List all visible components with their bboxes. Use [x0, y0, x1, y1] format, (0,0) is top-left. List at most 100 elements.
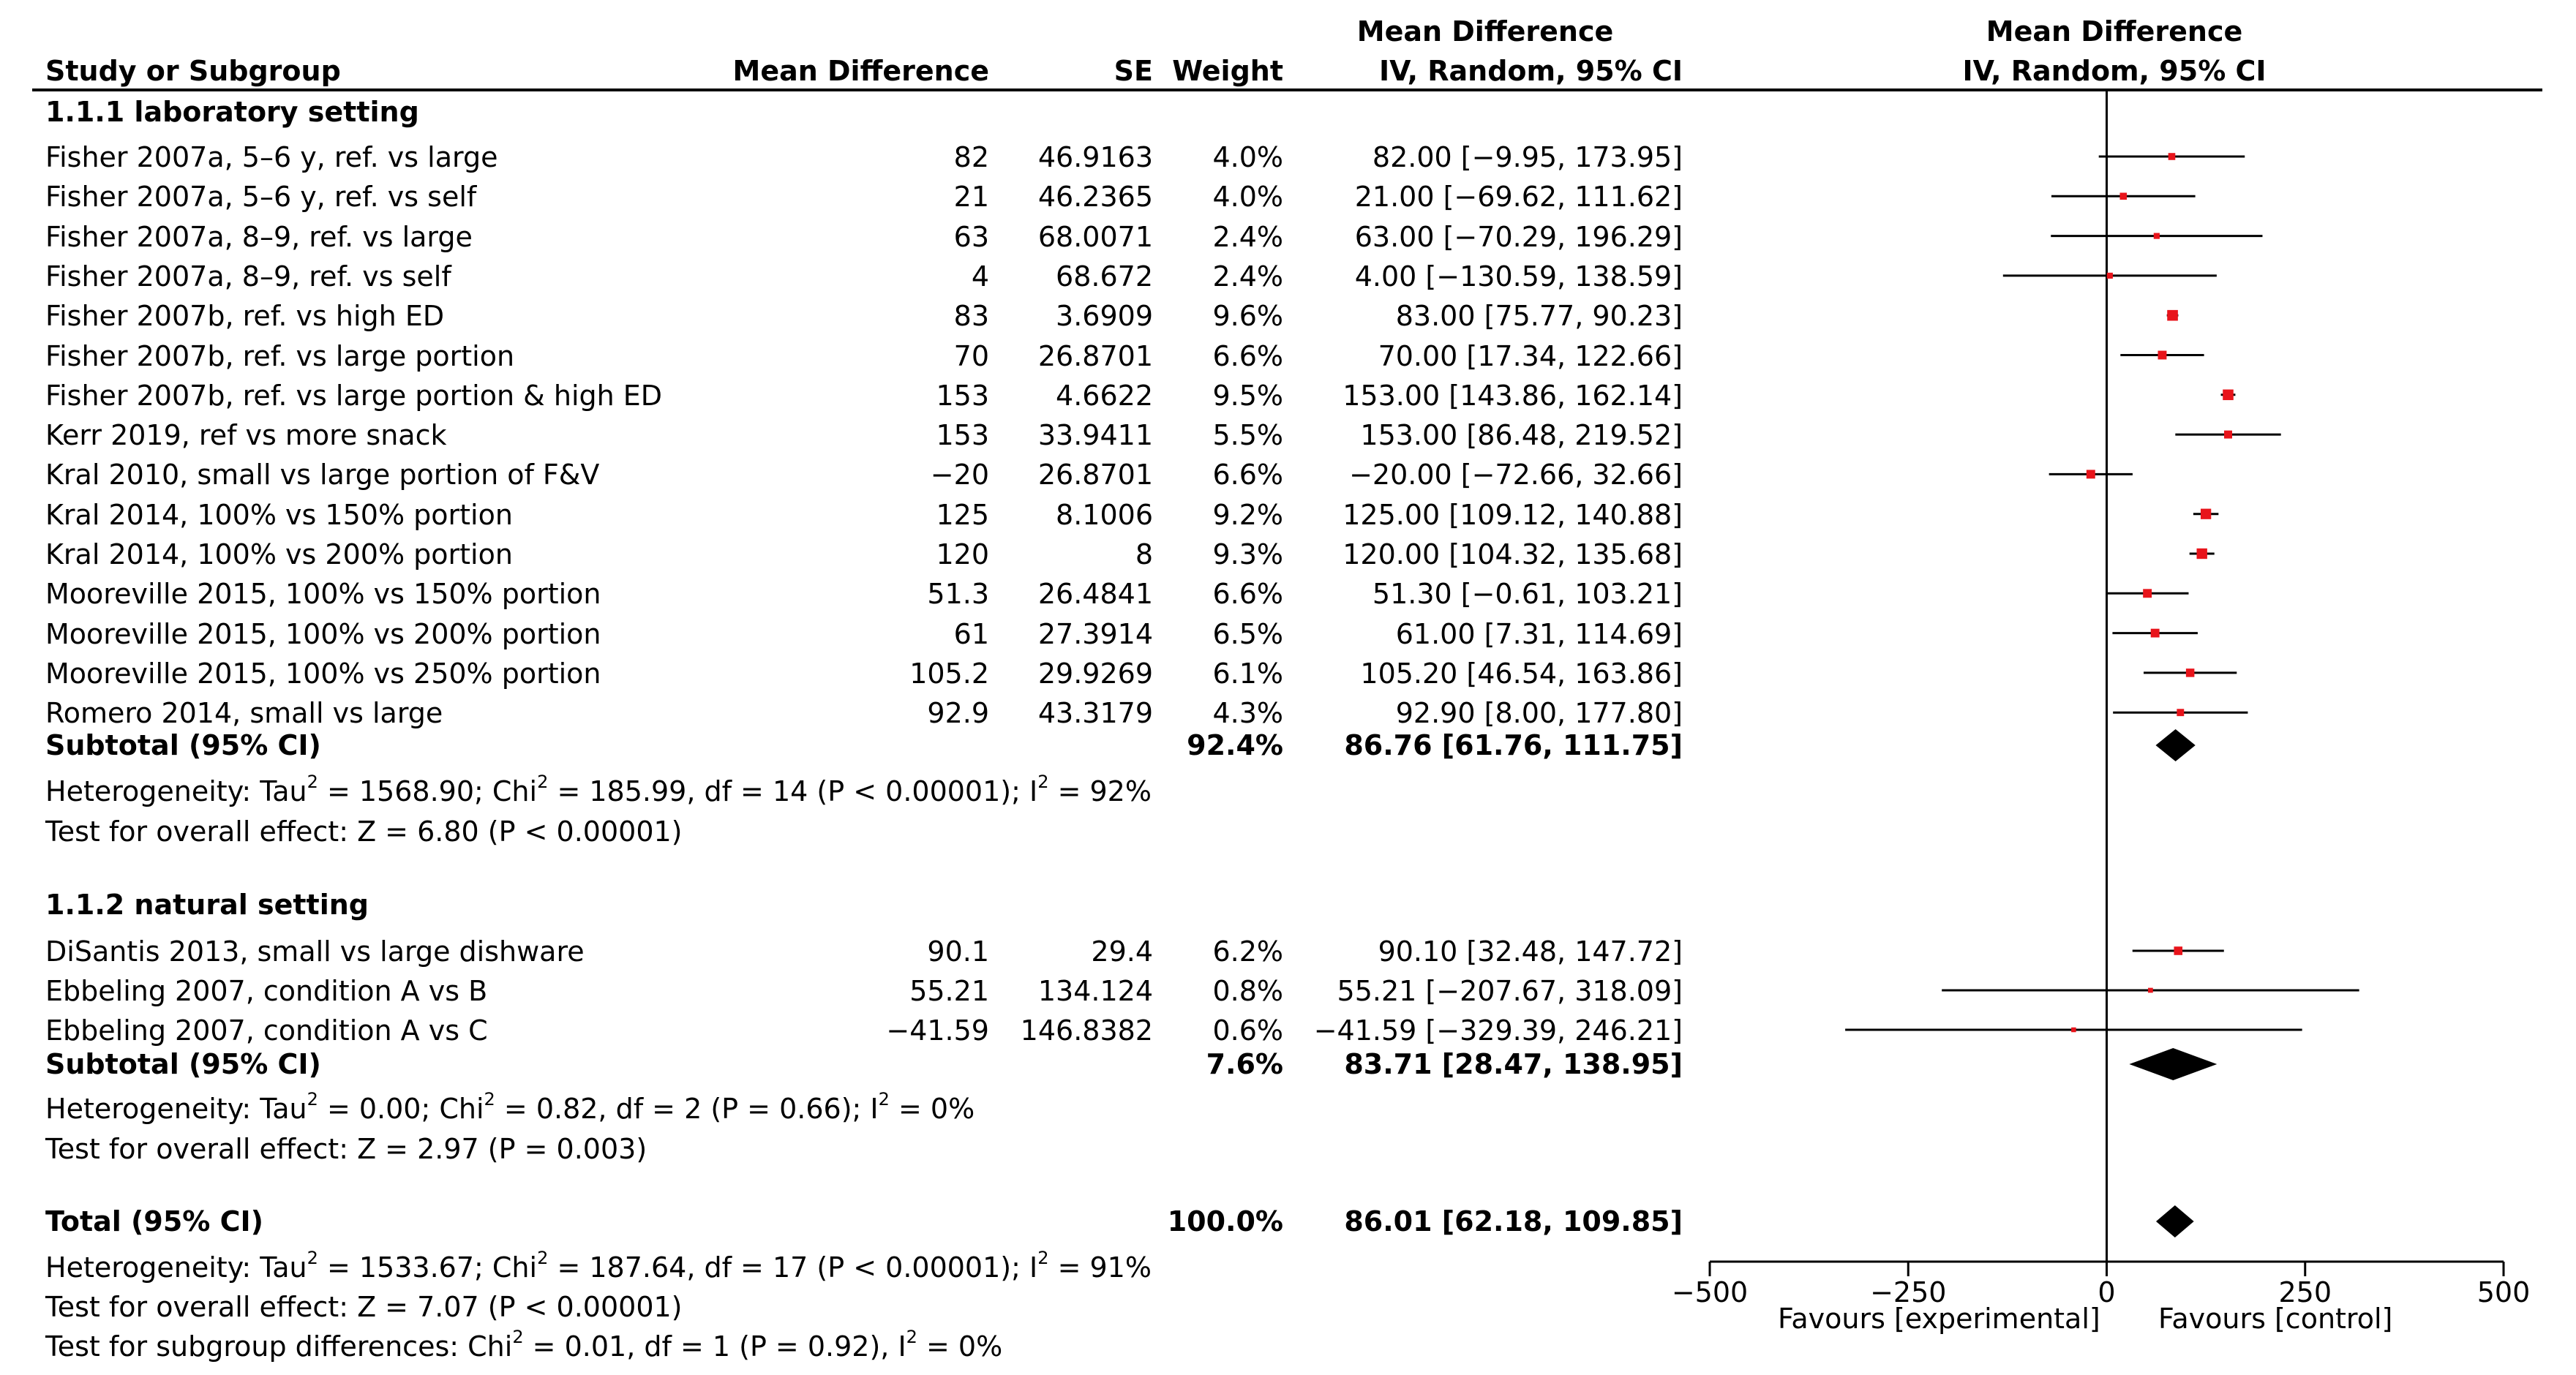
subtotal-weight: 7.6%: [1206, 1048, 1283, 1080]
study-ci: 120.00 [104.32, 135.68]: [1343, 538, 1683, 570]
study-ci: 21.00 [−69.62, 111.62]: [1354, 181, 1683, 214]
point-estimate: [2185, 668, 2195, 677]
study-weight: 5.5%: [1212, 419, 1283, 452]
study-weight: 9.2%: [1212, 498, 1283, 531]
study-se: 68.0071: [1037, 220, 1153, 253]
study-ci: 61.00 [7.31, 114.69]: [1395, 617, 1683, 650]
study-mean-difference: 153: [936, 379, 989, 412]
study-mean-difference: 21: [953, 181, 989, 214]
study-se: 4.6622: [1056, 379, 1153, 412]
study-name: Fisher 2007b, ref. vs large portion & hi…: [45, 379, 663, 412]
study-se: 29.4: [1091, 935, 1153, 968]
study-weight: 6.2%: [1212, 935, 1283, 968]
heterogeneity-text: Heterogeneity: Tau2 = 1568.90; Chi2 = 18…: [45, 772, 1152, 807]
subgroup-differences-text: Test for subgroup differences: Chi2 = 0.…: [45, 1327, 1003, 1363]
point-estimate: [2071, 1027, 2076, 1033]
total-overall-effect-text: Test for overall effect: Z = 7.07 (P < 0…: [45, 1291, 683, 1323]
study-weight: 6.5%: [1212, 617, 1283, 650]
study-weight: 4.3%: [1212, 697, 1283, 730]
subtotal-label: Subtotal (95% CI): [45, 729, 321, 761]
x-tick-label: 250: [2278, 1276, 2332, 1308]
study-ci: 4.00 [−130.59, 138.59]: [1354, 260, 1683, 293]
study-weight: 6.1%: [1212, 657, 1283, 690]
study-ci: 51.30 [−0.61, 103.21]: [1372, 578, 1683, 611]
study-mean-difference: 90.1: [927, 935, 989, 968]
study-mean-difference: −20: [930, 459, 989, 491]
study-mean-difference: 82: [953, 141, 989, 173]
point-estimate: [2200, 508, 2212, 519]
study-name: Fisher 2007a, 5–6 y, ref. vs large: [45, 141, 498, 173]
study-se: 68.672: [1056, 260, 1153, 293]
study-mean-difference: 4: [971, 260, 989, 293]
study-ci: 83.00 [75.77, 90.23]: [1395, 300, 1683, 333]
study-mean-difference: −41.59: [886, 1014, 989, 1047]
study-ci: 153.00 [143.86, 162.14]: [1343, 379, 1683, 412]
study-mean-difference: 105.2: [909, 657, 989, 690]
heterogeneity-text: Heterogeneity: Tau2 = 0.00; Chi2 = 0.82,…: [45, 1089, 975, 1125]
study-se: 8.1006: [1056, 498, 1153, 531]
study-mean-difference: 63: [953, 220, 989, 253]
study-ci: 82.00 [−9.95, 173.95]: [1372, 141, 1683, 173]
point-estimate: [2196, 548, 2207, 560]
col-header-ci-top: Mean Difference: [1356, 15, 1614, 48]
x-tick-label: 0: [2098, 1276, 2115, 1308]
x-tick-label: −250: [1870, 1276, 1946, 1308]
study-se: 26.4841: [1037, 578, 1153, 611]
study-ci: 70.00 [17.34, 122.66]: [1378, 339, 1683, 372]
study-mean-difference: 92.9: [927, 697, 989, 730]
study-weight: 6.6%: [1212, 339, 1283, 372]
study-se: 26.8701: [1037, 339, 1153, 372]
point-estimate: [2223, 389, 2234, 401]
subtotal-weight: 92.4%: [1187, 729, 1283, 761]
study-weight: 6.6%: [1212, 578, 1283, 611]
x-tick-label: 500: [2477, 1276, 2531, 1308]
study-se: 29.9269: [1037, 657, 1153, 690]
pooled-diamond: [2129, 1048, 2218, 1080]
study-se: 46.9163: [1037, 141, 1153, 173]
study-weight: 0.6%: [1212, 1014, 1283, 1047]
study-weight: 6.6%: [1212, 459, 1283, 491]
study-weight: 2.4%: [1212, 220, 1283, 253]
study-se: 27.3914: [1037, 617, 1153, 650]
x-tick-label: −500: [1672, 1276, 1748, 1308]
point-estimate: [2153, 233, 2160, 239]
study-name: Fisher 2007b, ref. vs large portion: [45, 339, 515, 372]
study-ci: −20.00 [−72.66, 32.66]: [1349, 459, 1683, 491]
study-ci: 153.00 [86.48, 219.52]: [1360, 419, 1683, 452]
study-ci: 55.21 [−207.67, 318.09]: [1337, 975, 1683, 1007]
study-mean-difference: 125: [936, 498, 989, 531]
study-name: Fisher 2007a, 8–9, ref. vs large: [45, 220, 473, 253]
study-ci: 92.90 [8.00, 177.80]: [1395, 697, 1683, 730]
col-header-ci-bottom: IV, Random, 95% CI: [1378, 55, 1683, 87]
favours-control-label: Favours [control]: [2158, 1303, 2393, 1335]
col-header-mean-difference: Mean Difference: [732, 55, 990, 87]
point-estimate: [2119, 192, 2128, 200]
plot-header-top: Mean Difference: [1986, 15, 2243, 48]
study-mean-difference: 83: [953, 300, 989, 333]
subtotal-label: Subtotal (95% CI): [45, 1048, 321, 1080]
study-mean-difference: 51.3: [927, 578, 989, 611]
point-estimate: [2158, 350, 2167, 360]
overall-effect-text: Test for overall effect: Z = 2.97 (P = 0…: [45, 1133, 647, 1165]
study-mean-difference: 55.21: [909, 975, 989, 1007]
study-ci: 90.10 [32.48, 147.72]: [1378, 935, 1683, 968]
study-se: 33.9411: [1037, 419, 1153, 452]
study-weight: 0.8%: [1212, 975, 1283, 1007]
study-se: 46.2365: [1037, 181, 1153, 214]
col-header-se: SE: [1114, 55, 1153, 87]
point-estimate: [2086, 470, 2095, 479]
study-name: Kerr 2019, ref vs more snack: [45, 419, 447, 452]
study-mean-difference: 70: [953, 339, 989, 372]
study-name: Ebbeling 2007, condition A vs C: [45, 1014, 488, 1047]
study-se: 8: [1135, 538, 1153, 570]
study-ci: 63.00 [−70.29, 196.29]: [1354, 220, 1683, 253]
col-header-weight: Weight: [1172, 55, 1283, 87]
favours-experimental-label: Favours [experimental]: [1778, 1303, 2100, 1335]
pooled-diamond: [2155, 729, 2196, 761]
study-name: Ebbeling 2007, condition A vs B: [45, 975, 488, 1007]
study-mean-difference: 153: [936, 419, 989, 452]
study-weight: 4.0%: [1212, 181, 1283, 214]
study-mean-difference: 61: [953, 617, 989, 650]
point-estimate: [2167, 309, 2178, 321]
